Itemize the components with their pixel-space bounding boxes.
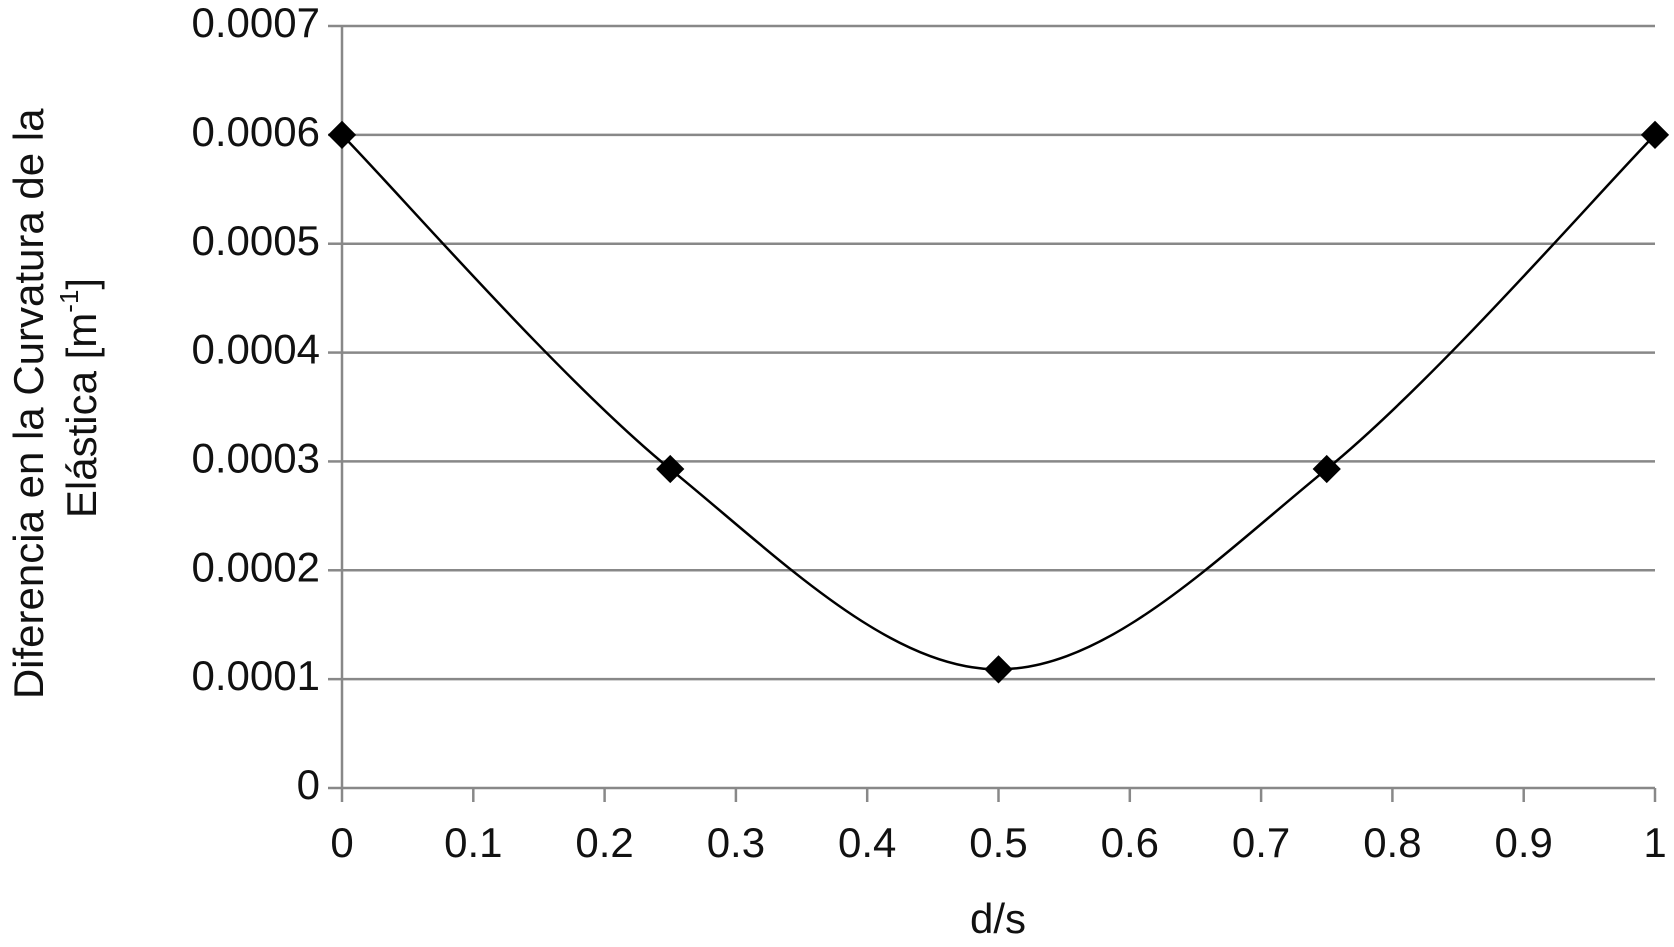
y-tick-label: 0.0002 (192, 543, 320, 590)
y-tick-label: 0.0006 (192, 108, 320, 155)
x-tick-label: 0.4 (838, 819, 896, 866)
x-tick-label: 0.1 (444, 819, 502, 866)
marker (327, 120, 357, 149)
x-tick-label: 1 (1643, 819, 1666, 866)
y-tick-label: 0.0005 (192, 217, 320, 264)
y-axis-label-line: Elástica [m-1] (54, 278, 105, 518)
x-tick-label: 0.8 (1363, 819, 1421, 866)
y-axis-label-line: Diferencia en la Curvatura de la (5, 108, 52, 699)
x-axis-label: d/s (970, 895, 1026, 942)
y-axis-label: Diferencia en la Curvatura de la Elástic… (5, 97, 105, 699)
marker (1312, 454, 1341, 484)
marker (656, 454, 685, 484)
y-axis-label-text: Elástica [m (58, 313, 105, 518)
x-tick-label: 0.2 (575, 819, 633, 866)
line (341, 133, 1656, 671)
y-axis-label-text: ] (58, 278, 105, 290)
y-tick-label: 0.0007 (192, 0, 320, 46)
x-tick-label: 0.9 (1495, 819, 1553, 866)
y-axis-label-superscript: -1 (54, 290, 84, 313)
y-tick-label: 0 (297, 761, 320, 808)
x-tick-label: 0.3 (707, 819, 765, 866)
x-tick-label: 0.7 (1232, 819, 1290, 866)
y-tick-label: 0.0003 (192, 435, 320, 482)
marker (984, 655, 1013, 684)
y-tick-label: 0.0001 (192, 652, 320, 699)
marker (1640, 120, 1670, 149)
x-tick-label: 0 (330, 819, 353, 866)
x-tick-label: 0.5 (969, 819, 1027, 866)
y-tick-label: 0.0004 (192, 326, 320, 373)
x-tick-label: 0.6 (1101, 819, 1159, 866)
